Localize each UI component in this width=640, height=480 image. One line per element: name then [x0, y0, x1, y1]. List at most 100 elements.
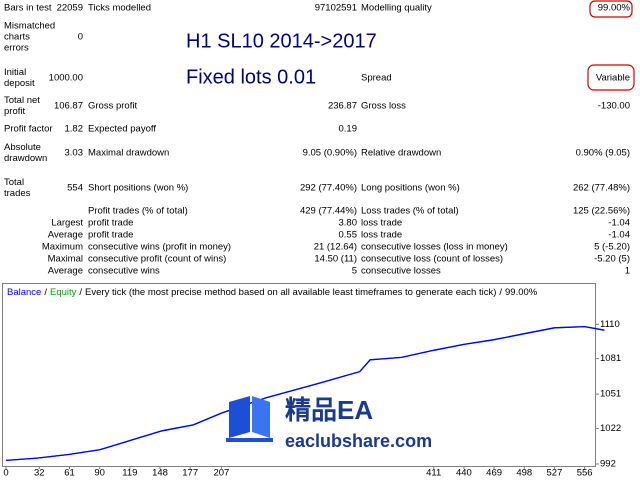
legend-separator: /	[499, 287, 502, 298]
row-label: profit trade	[88, 230, 133, 241]
row-value: 5	[352, 266, 357, 277]
series-line	[5, 325, 605, 462]
row-prefix: Average	[48, 266, 83, 277]
watermark	[226, 396, 273, 442]
row-prefix: Maximal	[48, 254, 83, 265]
row-label: consecutive losses	[361, 266, 441, 277]
y-tick-label: 1081	[600, 353, 621, 364]
row-label: loss trade	[361, 230, 402, 241]
row-value: 1.82	[65, 124, 84, 135]
y-tick-label: 1051	[600, 389, 621, 400]
chart-frame	[2, 283, 596, 467]
row-label: Total net	[4, 95, 40, 106]
overlay-subtitle: Fixed lots 0.01	[186, 66, 316, 88]
row-label: profit	[4, 106, 25, 117]
row-value: 9.05 (0.90%)	[303, 148, 357, 159]
x-tick-label: 556	[577, 468, 593, 479]
x-tick-label: 61	[64, 468, 75, 479]
row-label: Relative drawdown	[361, 148, 441, 159]
row-label: Expected payoff	[88, 124, 156, 135]
legend-entry: Equity	[50, 287, 77, 298]
row-value: 106.87	[54, 101, 83, 112]
x-tick-label: 0	[3, 468, 8, 479]
row-label: Short positions (won %)	[88, 183, 188, 194]
row-label: consecutive profit (count of wins)	[88, 254, 226, 265]
x-tick-label: 207	[213, 468, 229, 479]
row-label: charts	[4, 32, 30, 43]
legend-separator: /	[44, 287, 47, 298]
row-value: 14.50 (11)	[314, 254, 357, 265]
x-tick-label: 411	[426, 468, 441, 479]
watermark-text: 精品EA	[285, 395, 373, 425]
row-label: Spread	[361, 73, 392, 84]
x-tick-label: 498	[516, 468, 532, 479]
row-value: 97102591	[315, 3, 357, 14]
legend-quality: 99.00%	[505, 287, 538, 298]
x-tick-label: 177	[182, 468, 198, 479]
y-tick-label: 1022	[600, 423, 621, 434]
row-value: -5.20 (5)	[594, 254, 630, 265]
row-value: 0.90% (9.05)	[576, 148, 630, 159]
row-value: -130.00	[598, 101, 630, 112]
row-label: Ticks modelled	[88, 3, 151, 14]
row-label: drawdown	[4, 153, 47, 164]
highlight-box	[589, 0, 633, 18]
watermark-icon	[252, 396, 270, 438]
row-value: 292 (77.40%)	[300, 183, 357, 194]
watermark-icon	[229, 396, 250, 438]
row-value: 0	[78, 32, 83, 43]
row-value: 22059	[57, 3, 83, 14]
row-label: Bars in test	[4, 3, 52, 14]
row-value: 0.19	[339, 124, 358, 135]
report-table: Bars in test 22059 Ticks modelled 97102591 M…	[4, 3, 631, 277]
row-label: Maximal drawdown	[88, 148, 169, 159]
x-tick-label: 119	[122, 468, 137, 479]
row-label: trades	[4, 188, 31, 199]
row-label: Absolute	[4, 142, 41, 153]
row-label: Gross loss	[361, 101, 406, 112]
row-value: 3.03	[65, 148, 84, 159]
row-value: 429 (77.44%)	[300, 206, 357, 217]
y-tick-label: 1110	[600, 319, 620, 330]
row-value: 236.87	[328, 101, 357, 112]
row-label: Total	[4, 177, 24, 188]
row-label: Loss trades (% of total)	[361, 206, 459, 217]
row-label: consecutive losses (loss in money)	[361, 242, 508, 253]
row-value: 0.55	[339, 230, 358, 241]
row-label: Modelling quality	[361, 3, 432, 14]
row-value: 21 (12.64)	[314, 242, 357, 253]
x-tick-label: 148	[152, 468, 168, 479]
row-value: -1.04	[608, 230, 630, 241]
row-label: deposit	[4, 78, 35, 89]
overlay-title: H1 SL10 2014->2017	[186, 30, 377, 52]
row-label: loss trade	[361, 218, 402, 229]
row-label: Initial	[4, 67, 26, 78]
row-label: profit trade	[88, 218, 133, 229]
row-label: Long positions (won %)	[361, 183, 460, 194]
row-value: 5 (-5.20)	[594, 242, 630, 253]
highlight-box	[587, 64, 635, 91]
row-prefix: Largest	[51, 218, 83, 229]
row-label: Mismatched	[4, 21, 55, 32]
chart: 992 1022 1051 1081 1110 0 32 61 90 119 148 177 207 41…	[3, 287, 621, 479]
row-prefix: Average	[48, 230, 83, 241]
row-value: 554	[67, 183, 83, 194]
x-tick-label: 527	[547, 468, 563, 479]
x-tick-label: 32	[34, 468, 45, 479]
x-tick-label: 469	[486, 468, 502, 479]
x-tick-label: 90	[94, 468, 105, 479]
row-value: 1	[625, 266, 630, 277]
row-label: consecutive loss (count of losses)	[361, 254, 503, 265]
legend-separator: /	[79, 287, 82, 298]
row-label: Profit factor	[4, 124, 53, 135]
row-value: 1000.00	[49, 73, 83, 84]
watermark-url: eaclubshare.com	[285, 431, 432, 451]
y-tick-label: 992	[600, 459, 616, 470]
legend-entry: Balance	[7, 287, 41, 298]
row-value: 125 (22.56%)	[573, 206, 630, 217]
row-label: Gross profit	[88, 101, 137, 112]
row-value: 262 (77.48%)	[573, 183, 630, 194]
x-tick-label: 440	[456, 468, 472, 479]
watermark-icon	[226, 438, 273, 442]
